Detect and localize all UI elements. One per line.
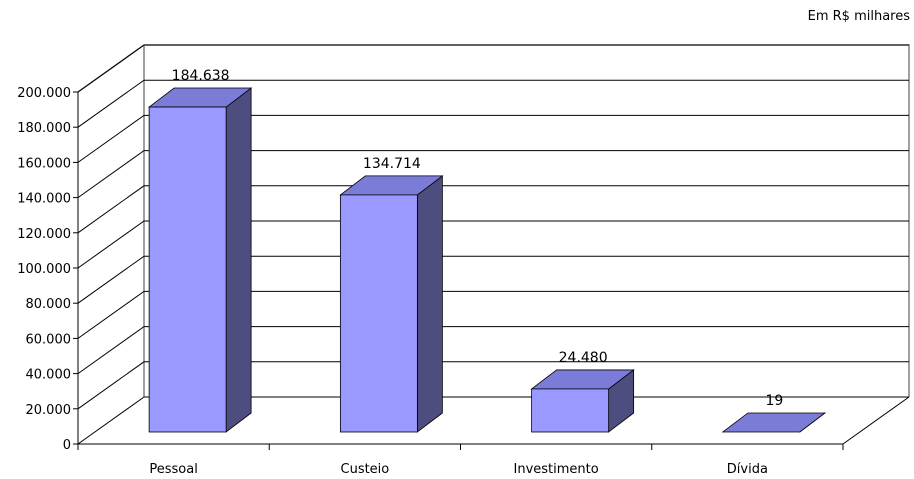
bar-side: [225, 87, 252, 433]
data-label: 19: [765, 393, 783, 409]
bar-front: [148, 106, 227, 433]
x-tick-label: Investimento: [514, 462, 599, 477]
gridline: [77, 79, 909, 128]
y-tick-label: 80.000: [26, 297, 72, 312]
y-tick-label: 180.000: [17, 121, 71, 136]
bar-front: [339, 194, 418, 433]
bar-side: [416, 175, 443, 433]
bar: [530, 369, 635, 433]
gridline: [77, 114, 909, 163]
y-tick-label: 160.000: [17, 156, 71, 171]
y-tick-label: 140.000: [17, 192, 71, 207]
y-tick-label: 60.000: [26, 332, 72, 347]
y-axis: 0 20.000 40.000 60.000 80.000 100.000 120.000 1…: [17, 86, 79, 453]
bar: [339, 175, 444, 433]
data-label: 184.638: [172, 68, 230, 84]
data-labels: 184.638 134.714 24.480 19: [172, 68, 784, 409]
bar: [721, 412, 827, 433]
y-tick-label: 120.000: [17, 227, 71, 242]
x-tick-label: Dívida: [727, 462, 768, 477]
bars: [147, 87, 827, 433]
gridline: [77, 185, 909, 234]
gridline: [77, 255, 909, 304]
gridline: [77, 150, 909, 199]
bar-top: [721, 412, 827, 433]
gridlines: [77, 44, 909, 410]
gridline: [77, 361, 909, 410]
data-label: 24.480: [559, 350, 608, 366]
gridline: [77, 220, 909, 269]
y-tick-label: 40.000: [26, 368, 72, 383]
gridline: [77, 290, 909, 339]
gridline: [77, 326, 909, 375]
y-tick-label: 100.000: [17, 262, 71, 277]
bar-front: [531, 388, 610, 433]
x-tick-label: Custeio: [341, 462, 390, 477]
y-tick-label: 20.000: [26, 403, 72, 418]
x-tick-label: Pessoal: [149, 462, 197, 477]
bar: [147, 87, 253, 433]
floor-left-edge: [77, 396, 145, 445]
floor-right-edge: [842, 396, 910, 445]
data-label: 134.714: [363, 156, 421, 172]
gridline: [77, 44, 909, 93]
unit-note: Em R$ milhares: [808, 9, 911, 24]
y-tick-label: 0: [63, 438, 71, 453]
x-axis: Pessoal Custeio Investimento Dívida: [77, 444, 844, 477]
y-tick-label: 200.000: [17, 86, 71, 101]
